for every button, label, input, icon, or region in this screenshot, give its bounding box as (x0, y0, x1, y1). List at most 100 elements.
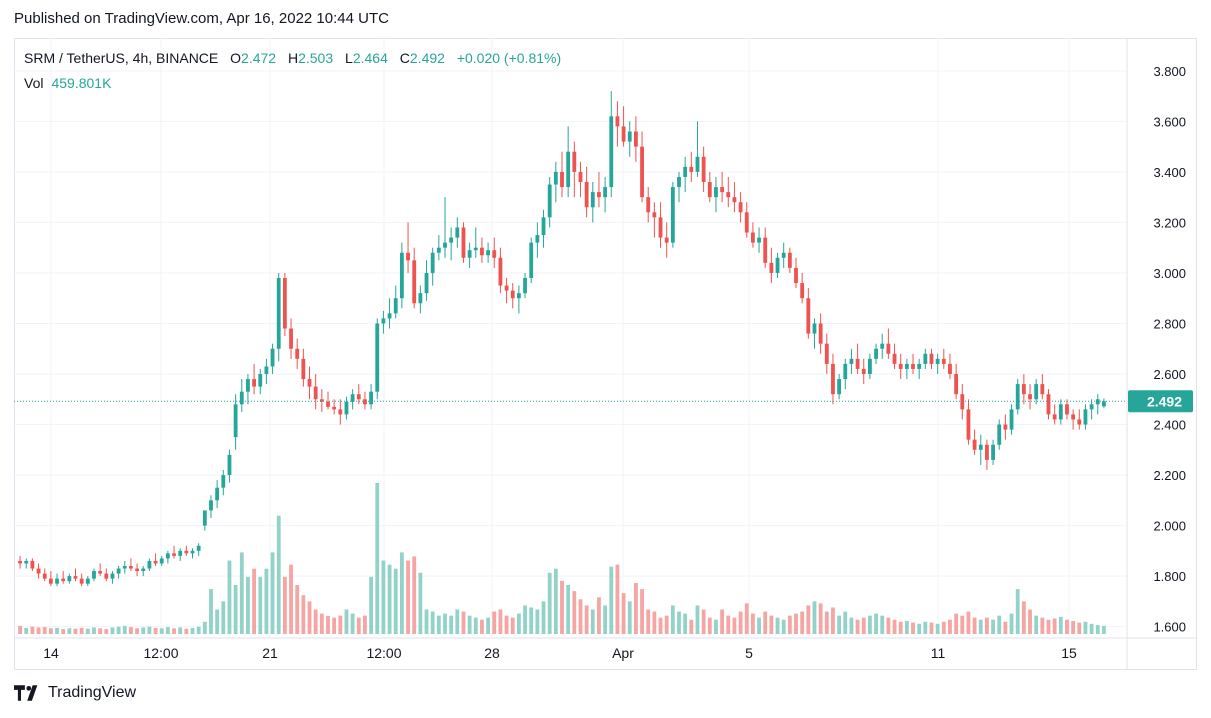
price-tick-label: 3.600 (1153, 114, 1186, 129)
candle-body (1102, 401, 1106, 407)
candle-body (763, 237, 768, 263)
time-tick-label: 5 (745, 645, 753, 661)
candle-body (165, 553, 170, 559)
candle-body (338, 409, 343, 415)
change-value: +0.020 (+0.81%) (456, 50, 562, 66)
volume-bar (806, 605, 811, 634)
volume-bar (812, 601, 817, 634)
candle-body (572, 151, 577, 172)
candle-body (209, 500, 213, 511)
tradingview-logo-icon (14, 685, 38, 701)
volume-bar (892, 619, 897, 634)
candle-body (627, 131, 632, 142)
candle-body (344, 401, 349, 415)
volume-bar (480, 619, 484, 634)
candle-body (92, 571, 96, 579)
footer[interactable]: TradingView (14, 684, 136, 702)
candle-body (837, 379, 842, 395)
price-axis[interactable]: 3.800 3.600 3.400 3.200 3.000 2.800 2.600 2.400… (1126, 38, 1186, 670)
candle-body (24, 560, 29, 564)
volume-bar (523, 605, 527, 634)
candle-body (326, 401, 330, 407)
volume-bar (923, 621, 928, 634)
volume-bar (929, 622, 934, 634)
volume-bar (535, 609, 540, 634)
candle-body (609, 116, 614, 188)
volume-bar (880, 615, 885, 634)
candle-body (104, 573, 109, 579)
price-chart[interactable]: 2.492 3.800 3.600 3.400 3.200 3.000 2.800 2.60… (14, 38, 1197, 670)
candle-body (307, 379, 312, 387)
volume-bar (948, 619, 952, 634)
volume-bar (757, 617, 761, 634)
volume-bar (1058, 616, 1063, 634)
volume-bar (917, 623, 922, 634)
candle-body (584, 182, 589, 208)
candle-body (541, 217, 546, 236)
candle-body (1077, 419, 1082, 425)
volume-bar (732, 617, 737, 634)
candle-body (1089, 404, 1094, 410)
volume-bar (750, 613, 755, 634)
volume-bar (239, 552, 244, 634)
volume-bar (282, 576, 287, 634)
time-axis[interactable]: 14 12:00 21 12:00 28 Apr 5 11 15 (14, 637, 1197, 661)
volume-bar (492, 611, 497, 634)
volume-bar (184, 628, 189, 634)
candle-body (738, 202, 743, 213)
candle-body (769, 262, 774, 273)
candle-body (874, 348, 878, 359)
candle-body (972, 439, 977, 450)
volume-bar (393, 568, 398, 634)
candle-body (239, 391, 244, 405)
volume-bar (196, 626, 201, 634)
volume-bar (529, 607, 534, 634)
volume-bar (30, 626, 35, 634)
volume-bar (763, 611, 768, 634)
volume-bar (1046, 619, 1051, 634)
candle-body (172, 553, 176, 556)
volume-bar (221, 601, 226, 634)
volume-bar (252, 568, 256, 634)
candle-body (824, 343, 829, 364)
candle-body (467, 250, 472, 258)
volume-bar (504, 615, 509, 634)
volume-bar (295, 585, 300, 634)
candle-body (61, 578, 66, 582)
candle-body (689, 166, 694, 172)
candle-body (818, 323, 823, 344)
candle-body (399, 252, 404, 299)
volume-bar (276, 515, 281, 634)
low-value: 2.464 (352, 50, 388, 66)
candle-body (917, 363, 922, 369)
candle-body (566, 151, 571, 188)
candle-body (486, 250, 491, 256)
candle-body (991, 444, 995, 460)
volume-bar (467, 615, 472, 634)
price-tick-label: 3.000 (1153, 266, 1186, 281)
candle-body (701, 156, 706, 182)
high-value: 2.503 (298, 50, 334, 66)
volume-bar (1071, 620, 1076, 634)
volume-bar (344, 609, 349, 634)
volume-bar (215, 609, 220, 634)
candle-body (720, 187, 725, 193)
volume-bar (677, 611, 681, 634)
candle-body (898, 363, 903, 369)
volume-bar (824, 611, 829, 634)
ohlc-legend: SRM / TetherUS, 4h, BINANCE O2.472 H2.50… (24, 50, 561, 66)
symbol-label[interactable]: SRM / TetherUS, 4h, BINANCE (24, 50, 219, 66)
candle-body (560, 171, 564, 188)
candle-body (726, 192, 731, 198)
volume-bar (590, 609, 595, 634)
volume-bar (1040, 617, 1045, 634)
high-label: H (287, 50, 299, 66)
volume-bar (831, 607, 835, 634)
candle-body (30, 560, 35, 569)
volume-bar (720, 609, 725, 634)
volume-bar (935, 623, 940, 634)
vol-value: 459.801K (51, 75, 112, 91)
time-tick-label: 15 (1061, 645, 1077, 661)
candle-body (443, 242, 447, 248)
volume-bar (61, 629, 66, 634)
